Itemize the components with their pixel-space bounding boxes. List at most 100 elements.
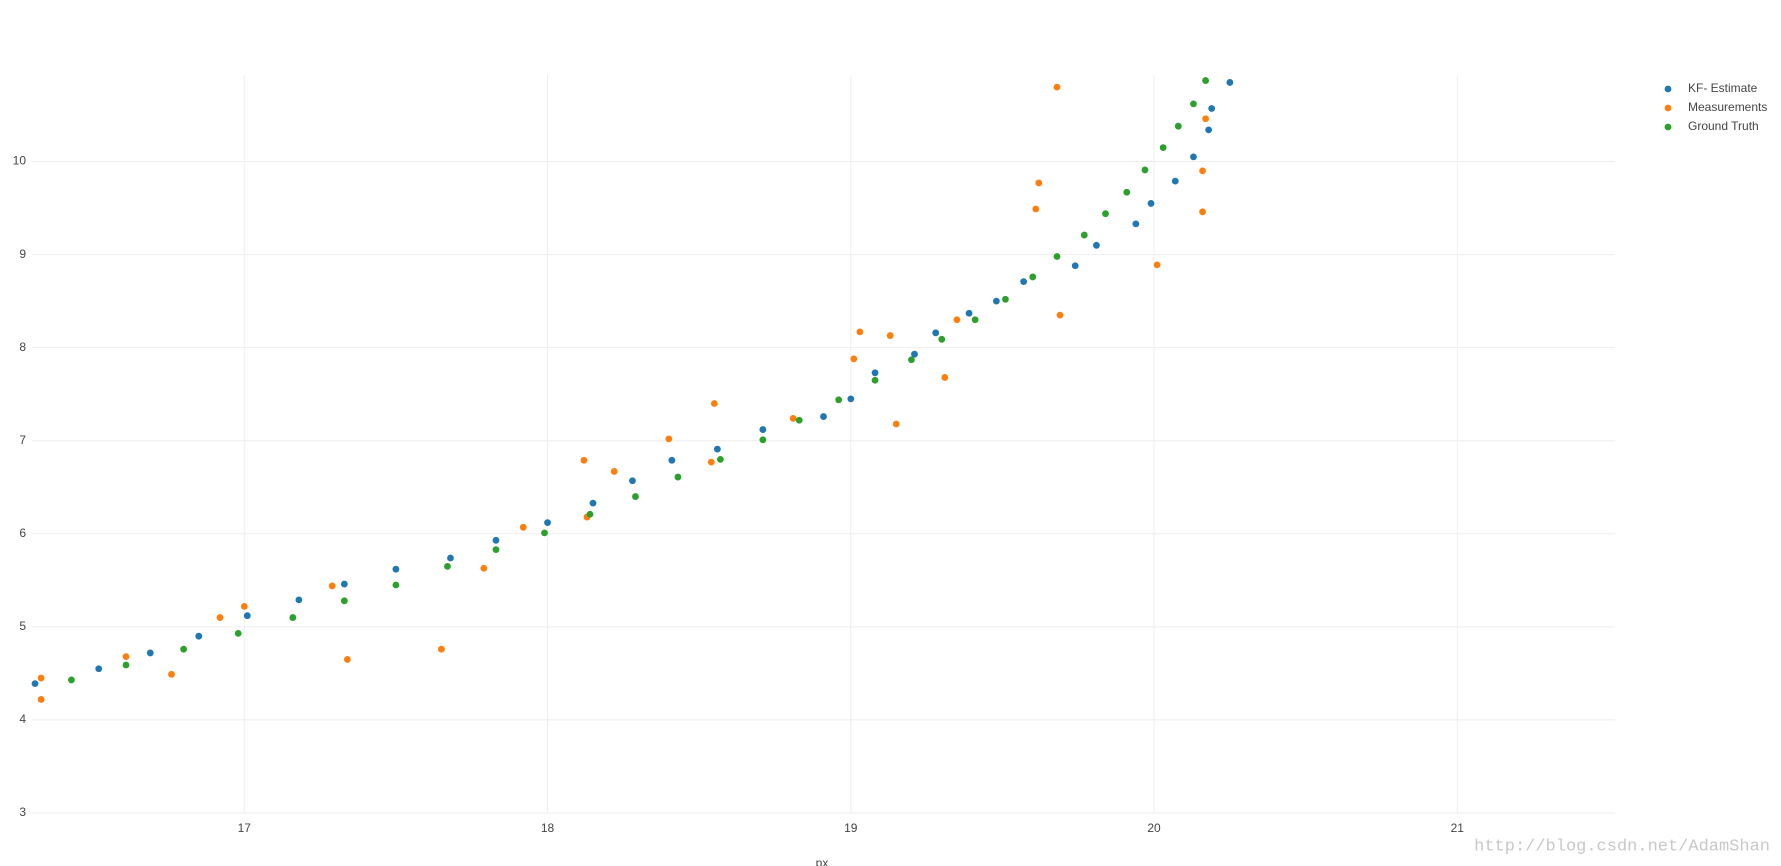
point xyxy=(632,493,639,500)
x-axis-title: px xyxy=(816,856,829,866)
point xyxy=(541,529,548,537)
point xyxy=(871,369,879,377)
point xyxy=(492,546,500,554)
y-tick-label: 7 xyxy=(19,433,26,447)
point xyxy=(37,696,45,703)
point xyxy=(1141,166,1149,174)
legend-marker xyxy=(1664,123,1672,131)
point xyxy=(480,564,488,572)
point xyxy=(1035,179,1043,187)
point xyxy=(1020,278,1028,286)
point xyxy=(665,435,673,443)
legend-label: Measurements xyxy=(1688,100,1767,114)
point xyxy=(938,335,946,343)
point xyxy=(586,510,594,518)
x-tick-label: 21 xyxy=(1451,821,1465,835)
point xyxy=(668,456,676,464)
point xyxy=(759,436,767,444)
point xyxy=(1202,115,1210,123)
point xyxy=(1002,295,1009,303)
point xyxy=(295,596,303,604)
point xyxy=(892,420,900,428)
point xyxy=(519,523,527,531)
point xyxy=(340,597,348,605)
legend-label: Ground Truth xyxy=(1688,119,1759,133)
point xyxy=(1199,208,1206,216)
point xyxy=(1102,210,1109,218)
point xyxy=(789,415,797,422)
point xyxy=(932,329,940,337)
point xyxy=(850,355,858,363)
x-tick-label: 20 xyxy=(1147,821,1161,835)
point xyxy=(444,562,451,570)
point xyxy=(856,328,864,336)
legend-marker xyxy=(1664,104,1672,112)
point xyxy=(243,612,251,620)
point xyxy=(95,665,103,673)
point xyxy=(953,316,961,324)
point xyxy=(716,455,724,463)
point xyxy=(447,554,454,562)
point xyxy=(1190,100,1197,108)
point xyxy=(1132,220,1140,228)
point xyxy=(713,445,721,453)
point xyxy=(965,309,973,317)
y-tick-label: 10 xyxy=(13,154,27,168)
point xyxy=(871,376,879,384)
point xyxy=(710,400,718,407)
point xyxy=(37,674,45,682)
point xyxy=(146,649,154,657)
point xyxy=(795,416,803,424)
point xyxy=(1208,105,1216,112)
point xyxy=(1174,122,1182,130)
point xyxy=(216,614,224,621)
y-tick-label: 9 xyxy=(19,247,26,261)
point xyxy=(835,396,843,404)
watermark: http://blog.csdn.net/AdamShan xyxy=(1474,837,1770,856)
point xyxy=(1159,144,1167,151)
point xyxy=(610,468,618,475)
point xyxy=(492,536,500,544)
point xyxy=(234,629,242,637)
point xyxy=(1053,253,1061,260)
legend-marker xyxy=(1664,85,1672,93)
point xyxy=(328,582,336,590)
y-tick-label: 4 xyxy=(19,712,26,726)
point xyxy=(392,581,400,589)
point xyxy=(195,632,203,640)
point xyxy=(1171,177,1179,185)
point xyxy=(886,332,894,339)
point xyxy=(289,614,297,621)
point xyxy=(1032,205,1040,213)
point xyxy=(992,297,1000,305)
point xyxy=(1080,231,1088,239)
point xyxy=(759,426,767,433)
point xyxy=(674,473,682,481)
y-tick-label: 6 xyxy=(19,526,26,540)
point xyxy=(1071,262,1079,270)
point xyxy=(1190,153,1197,161)
point xyxy=(1202,77,1210,84)
point xyxy=(1153,261,1161,269)
point xyxy=(589,499,597,507)
x-tick-label: 18 xyxy=(541,821,555,835)
point xyxy=(122,661,130,669)
x-tick-label: 17 xyxy=(238,821,252,835)
point xyxy=(908,356,915,364)
point xyxy=(343,656,351,663)
point xyxy=(971,316,979,324)
point xyxy=(1029,273,1037,281)
point xyxy=(1053,83,1061,91)
point xyxy=(1147,200,1155,207)
point xyxy=(68,676,75,684)
point xyxy=(240,602,248,610)
point xyxy=(1205,126,1213,134)
point xyxy=(707,458,715,466)
point xyxy=(1093,241,1100,249)
point xyxy=(941,374,949,381)
point xyxy=(544,519,551,527)
point xyxy=(340,580,348,588)
x-tick-label: 19 xyxy=(844,821,858,835)
